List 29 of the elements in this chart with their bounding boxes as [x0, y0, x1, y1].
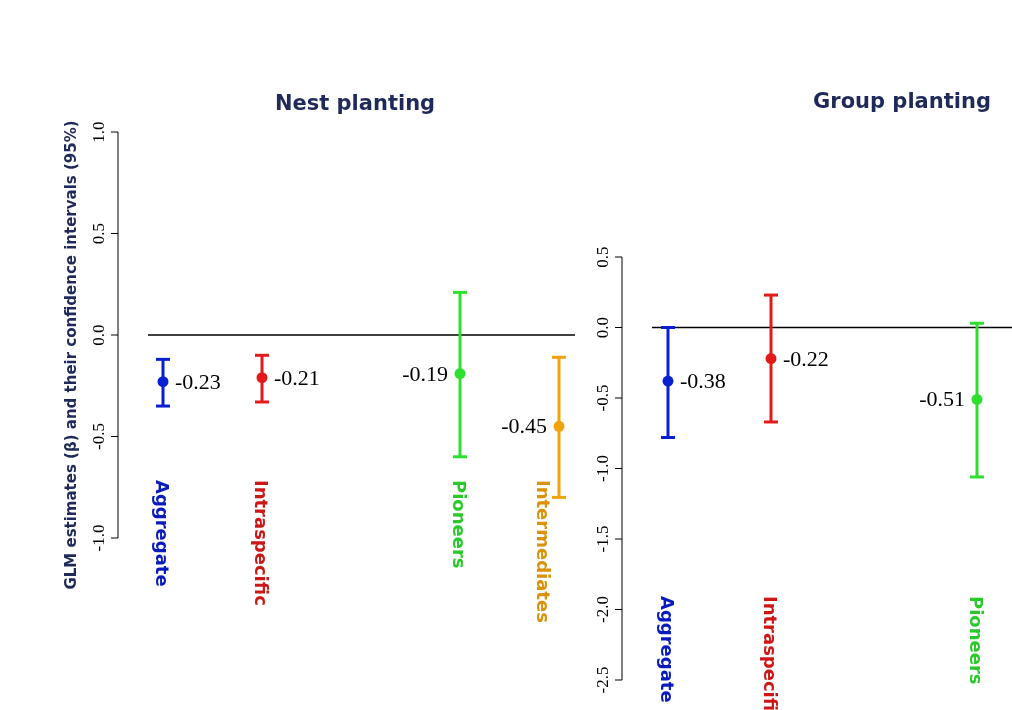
data-label: -0.22 [783, 345, 829, 371]
x-tick-label: Pioneers [449, 480, 470, 569]
y-tick-label: 0.0 [593, 316, 612, 339]
y-tick-label: 0.5 [89, 222, 108, 245]
y-tick-label: -2.5 [593, 666, 612, 694]
x-tick-label: Intermediates [533, 480, 554, 623]
x-tick-label: Pioneers [966, 596, 987, 685]
y-tick-label: -1.0 [593, 455, 612, 482]
x-tick-label: Aggregate [657, 596, 678, 703]
data-label: -0.38 [680, 368, 726, 394]
x-tick-label: Aggregate [152, 480, 173, 587]
x-tick-label: Intraspecifi [760, 596, 781, 710]
y-tick-label: -2.0 [593, 596, 612, 623]
data-label: -0.23 [175, 368, 221, 394]
x-tick-label: Intraspecific [251, 480, 272, 606]
data-label: -0.51 [919, 386, 965, 412]
y-tick-label: -1.0 [89, 524, 108, 552]
y-tick-label: -1.5 [593, 525, 612, 553]
y-tick-label: -0.5 [89, 423, 108, 450]
y-axis-title: GLM estimates (β) and their confidence intervals (95%) [62, 120, 80, 590]
y-tick-label: 0.5 [593, 246, 612, 268]
data-label: -0.45 [501, 413, 547, 439]
data-label: -0.21 [274, 364, 320, 390]
chart-title: Nest planting [274, 91, 436, 115]
y-tick-label: -0.5 [593, 384, 612, 412]
chart-title: Group planting [813, 89, 991, 113]
y-tick-label: 0.0 [89, 324, 108, 346]
y-tick-label: 1.0 [89, 121, 108, 143]
data-label: -0.19 [402, 360, 448, 386]
